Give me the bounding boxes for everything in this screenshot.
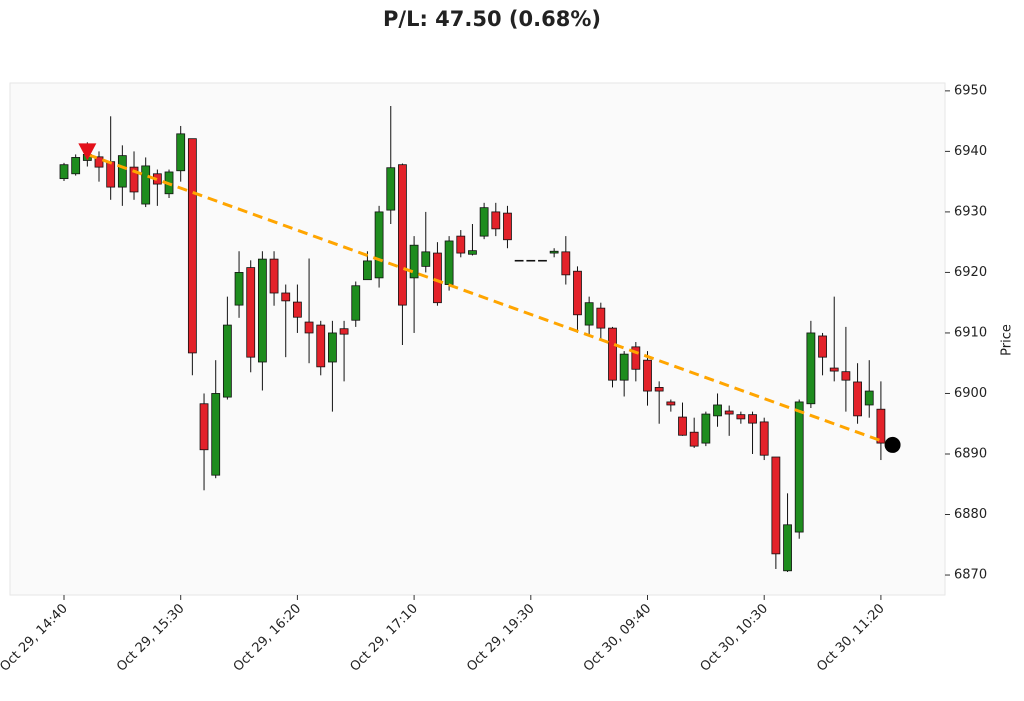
trend-line xyxy=(86,153,894,447)
candle-body xyxy=(631,346,641,370)
candle-body xyxy=(199,403,209,451)
x-tick-label: Oct 29, 16:20 xyxy=(231,601,304,674)
candle-body xyxy=(829,367,839,372)
candle-body xyxy=(573,270,582,316)
candle-body xyxy=(444,240,454,285)
candle-body xyxy=(328,332,337,363)
y-axis-label: Price xyxy=(1000,324,1015,356)
candle-body xyxy=(269,258,279,294)
candle-body xyxy=(806,332,816,405)
candle-body xyxy=(818,335,827,358)
candle-body xyxy=(117,155,127,188)
candle-body xyxy=(187,138,197,354)
y-tick-label: 6900 xyxy=(954,386,987,401)
candle-body xyxy=(433,252,442,304)
y-tick-label: 6920 xyxy=(954,265,987,280)
candle-body xyxy=(386,167,396,211)
candle-body xyxy=(526,259,536,262)
x-tick-label: Oct 30, 10:30 xyxy=(698,601,771,674)
candle-body xyxy=(339,328,349,335)
candle-body xyxy=(538,259,547,262)
x-tick-label: Oct 30, 09:40 xyxy=(581,601,654,674)
candle-body xyxy=(514,259,524,262)
candle-body xyxy=(689,431,699,447)
candle-body xyxy=(864,390,874,406)
y-tick-label: 6880 xyxy=(954,507,987,522)
candle-body xyxy=(701,413,711,444)
candle-body xyxy=(106,161,116,188)
candle-body xyxy=(468,250,477,255)
candle-body xyxy=(234,272,244,306)
candle-body xyxy=(724,410,734,415)
x-tick-label: Oct 30, 11:20 xyxy=(814,601,887,674)
y-tick-label: 6870 xyxy=(954,568,987,583)
candle-body xyxy=(94,156,104,168)
candle-body xyxy=(654,387,664,392)
candle-body xyxy=(549,250,559,254)
x-tick-label: Oct 29, 17:10 xyxy=(347,601,420,674)
x-tick-label: Oct 29, 14:40 xyxy=(0,601,71,674)
candle-body xyxy=(759,421,769,456)
candle-body xyxy=(596,307,606,329)
candle-body xyxy=(876,408,886,444)
candle-body xyxy=(398,164,407,306)
candle-body xyxy=(246,267,256,358)
candle-body xyxy=(841,371,851,381)
candle-body xyxy=(211,393,221,476)
candle-body xyxy=(141,165,151,205)
candle-body xyxy=(678,416,687,436)
candle-body xyxy=(643,359,652,392)
candle-body xyxy=(374,211,384,279)
candle-body xyxy=(561,251,571,276)
candle-body xyxy=(736,414,746,420)
candle-body xyxy=(351,285,361,321)
candle-body xyxy=(421,251,431,267)
candle-body xyxy=(794,401,804,533)
candle-body xyxy=(316,324,326,368)
plot-area xyxy=(9,82,946,596)
candle-body xyxy=(129,166,139,193)
candle-body xyxy=(59,164,69,180)
candle-body xyxy=(491,211,501,230)
candle-body xyxy=(281,292,291,302)
candle-body xyxy=(257,258,267,363)
candle-body xyxy=(363,260,372,281)
entry-marker xyxy=(78,143,97,161)
candle-body xyxy=(222,324,232,398)
candle-body xyxy=(608,327,617,381)
candle-body xyxy=(853,381,862,417)
exit-marker xyxy=(884,436,901,453)
x-tick-label: Oct 29, 15:30 xyxy=(114,601,187,674)
y-tick-label: 6930 xyxy=(954,204,987,219)
candle-body xyxy=(479,207,489,237)
candle-body xyxy=(666,401,676,406)
chart-title: P/L: 47.50 (0.68%) xyxy=(383,7,601,31)
y-tick-label: 6910 xyxy=(954,325,987,340)
y-tick-label: 6940 xyxy=(954,144,987,159)
candle-body xyxy=(771,456,781,555)
x-tick-label: Oct 29, 19:30 xyxy=(464,601,537,674)
y-tick-label: 6950 xyxy=(954,83,987,98)
candle-body xyxy=(748,414,757,424)
y-tick-label: 6890 xyxy=(954,446,987,461)
candle-body xyxy=(503,212,512,241)
candle-body xyxy=(292,301,302,318)
candle-body xyxy=(456,235,466,254)
candle-body xyxy=(783,524,792,572)
candle-body xyxy=(619,353,629,381)
candle-body xyxy=(71,157,81,175)
candle-body xyxy=(584,302,594,326)
candle-body xyxy=(304,321,314,334)
candle-body xyxy=(176,133,186,172)
candle-body xyxy=(409,244,419,279)
candle-body xyxy=(713,404,722,417)
